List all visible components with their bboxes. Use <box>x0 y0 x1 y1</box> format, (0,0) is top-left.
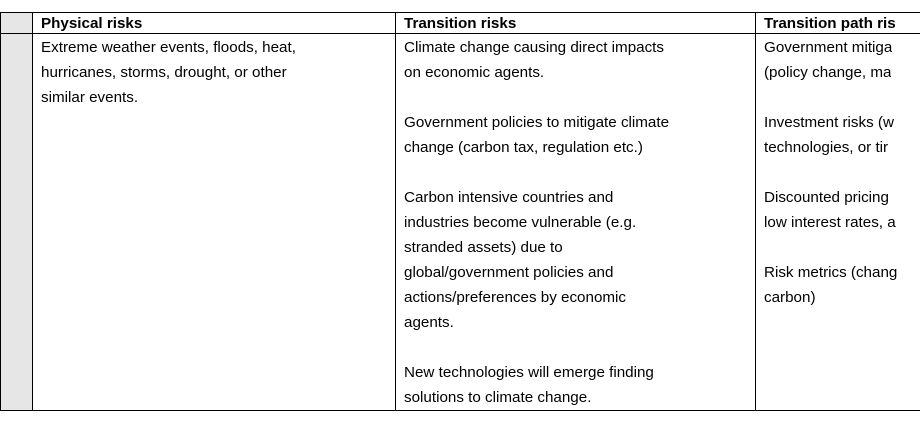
cell-text: industries become vulnerable (e.g. <box>404 214 637 231</box>
cell-text: change (carbon tax, regulation etc.) <box>404 139 643 156</box>
table-rule <box>32 12 33 411</box>
cell-text: low interest rates, a <box>764 214 896 231</box>
cell-text: similar events. <box>41 89 139 106</box>
row-gutter <box>0 12 32 410</box>
table-rule <box>0 410 920 411</box>
cell-text: Government mitiga <box>764 39 893 56</box>
column-header: Physical risks <box>41 15 143 32</box>
column-header: Transition path ris <box>764 15 896 32</box>
table-rule <box>0 12 1 411</box>
cell-text: stranded assets) due to <box>404 239 563 256</box>
column-header: Transition risks <box>404 15 517 32</box>
cell-text: solutions to climate change. <box>404 389 592 406</box>
cell-text: on economic agents. <box>404 64 545 81</box>
cell-text: hurricanes, storms, drought, or other <box>41 64 287 81</box>
cell-text: agents. <box>404 314 454 331</box>
cell-text: Risk metrics (chang <box>764 264 898 281</box>
cell-text: Investment risks (w <box>764 114 894 131</box>
cell-text: Carbon intensive countries and <box>404 189 614 206</box>
cell-text: Climate change causing direct impacts <box>404 39 664 56</box>
cell-text: (policy change, ma <box>764 64 892 81</box>
table-rule <box>395 12 396 411</box>
cell-text: actions/preferences by economic <box>404 289 627 306</box>
cell-text: carbon) <box>764 289 816 306</box>
table-rule <box>0 33 920 34</box>
cell-text: Discounted pricing <box>764 189 889 206</box>
cell-text: Government policies to mitigate climate <box>404 114 670 131</box>
cell-text: Extreme weather events, floods, heat, <box>41 39 296 56</box>
cell-text: global/government policies and <box>404 264 614 281</box>
table-rule <box>0 12 920 13</box>
cell-text: technologies, or tir <box>764 139 889 156</box>
table-rule <box>755 12 756 411</box>
cell-text: New technologies will emerge finding <box>404 364 654 381</box>
